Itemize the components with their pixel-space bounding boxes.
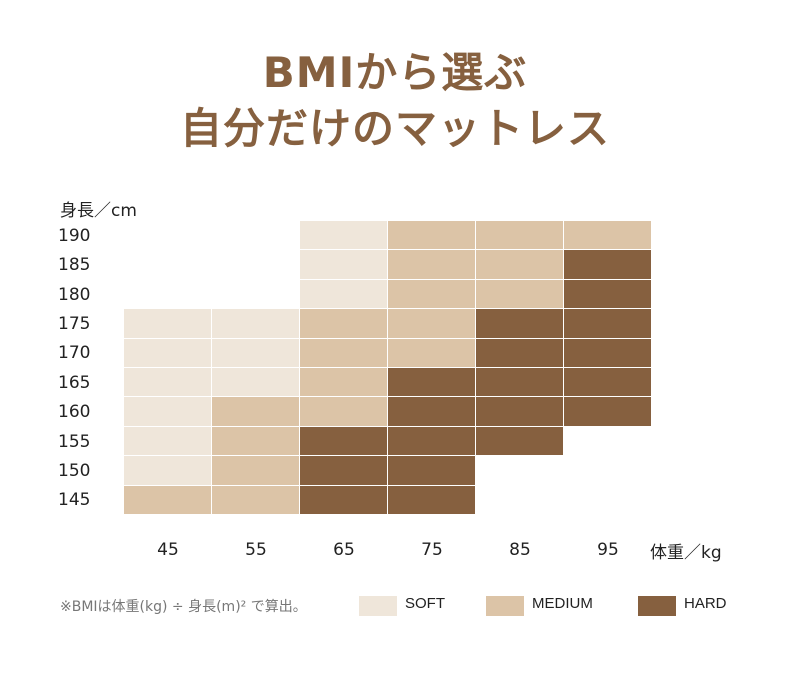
heatmap-cell-hard (300, 456, 387, 485)
heatmap-cell-hard (300, 426, 387, 456)
heatmap-cell-medium (388, 279, 475, 309)
heatmap-cell-soft (124, 397, 211, 426)
heatmap-cell-soft (124, 309, 211, 338)
heatmap-cell-hard (564, 368, 651, 397)
x-axis-title: 体重／kg (650, 543, 722, 563)
y-tick-label: 145 (58, 490, 91, 511)
heatmap-cell-medium (388, 250, 475, 279)
heatmap-cell-medium (300, 368, 387, 397)
heatmap-cell-soft (212, 338, 299, 367)
y-tick-label: 175 (58, 313, 91, 334)
y-tick-label: 180 (58, 284, 91, 305)
x-tick-label: 65 (333, 540, 355, 560)
y-axis-title: 身長／cm (60, 201, 137, 221)
heatmap-cell-hard (388, 485, 475, 514)
heatmap-cell-medium (212, 456, 299, 485)
heatmap-cell-hard (388, 426, 475, 456)
heatmap-cell-medium (300, 338, 387, 367)
x-tick-label: 45 (157, 540, 179, 560)
heatmap-cell-medium (476, 250, 563, 279)
heatmap-cell-hard (476, 368, 563, 397)
heatmap-cell-hard (476, 397, 563, 426)
x-tick-label: 95 (597, 540, 619, 560)
page-title-line2: 自分だけのマットレス (179, 104, 610, 153)
heatmap-cell-medium (300, 397, 387, 426)
x-tick-label: 55 (245, 540, 267, 560)
heatmap-cell-hard (388, 456, 475, 485)
y-tick-label: 150 (58, 460, 91, 481)
heatmap-cell-hard (476, 309, 563, 338)
heatmap-cell-hard (476, 426, 563, 456)
heatmap-cell-medium (124, 485, 211, 514)
y-tick-label: 160 (58, 402, 91, 423)
heatmap-cell-medium (300, 309, 387, 338)
heatmap-cell-medium (212, 485, 299, 514)
heatmap-cell-medium (476, 279, 563, 309)
heatmap-cell-hard (476, 338, 563, 367)
heatmap-cell-soft (124, 426, 211, 456)
heatmap-cell-soft (124, 338, 211, 367)
legend-swatch-medium (486, 596, 524, 616)
heatmap-cell-medium (212, 426, 299, 456)
heatmap-cell-hard (388, 368, 475, 397)
legend-label-soft: SOFT (405, 595, 445, 612)
heatmap-cell-medium (388, 221, 475, 250)
heatmap-cell-hard (564, 250, 651, 279)
heatmap-cell-medium (388, 338, 475, 367)
y-tick-label: 185 (58, 255, 91, 276)
heatmap-cell-soft (124, 368, 211, 397)
legend-swatch-hard (638, 596, 676, 616)
heatmap-cell-hard (388, 397, 475, 426)
heatmap-cell-soft (300, 250, 387, 279)
legend-label-medium: MEDIUM (532, 595, 593, 612)
y-tick-label: 190 (58, 225, 91, 246)
heatmap-cell-hard (564, 309, 651, 338)
heatmap-cell-hard (300, 485, 387, 514)
legend-label-hard: HARD (684, 595, 727, 612)
x-tick-label: 75 (421, 540, 443, 560)
x-tick-label: 85 (509, 540, 531, 560)
page-title-line1: BMIから選ぶ (262, 48, 528, 97)
heatmap-cell-soft (300, 221, 387, 250)
heatmap-cell-medium (388, 309, 475, 338)
heatmap-cell-medium (564, 221, 651, 250)
heatmap-cell-medium (476, 221, 563, 250)
heatmap-cell-hard (564, 338, 651, 367)
bmi-note: ※BMIは体重(kg) ÷ 身長(m)² で算出。 (60, 599, 307, 615)
heatmap-cell-hard (564, 397, 651, 426)
heatmap-cell-soft (212, 309, 299, 338)
legend-swatch-soft (359, 596, 397, 616)
heatmap-cell-soft (300, 279, 387, 309)
y-tick-label: 165 (58, 372, 91, 393)
heatmap-cell-soft (124, 456, 211, 485)
heatmap-cell-medium (212, 397, 299, 426)
heatmap-cell-soft (212, 368, 299, 397)
y-tick-label: 155 (58, 431, 91, 452)
heatmap-cell-hard (564, 279, 651, 309)
y-tick-label: 170 (58, 343, 91, 364)
